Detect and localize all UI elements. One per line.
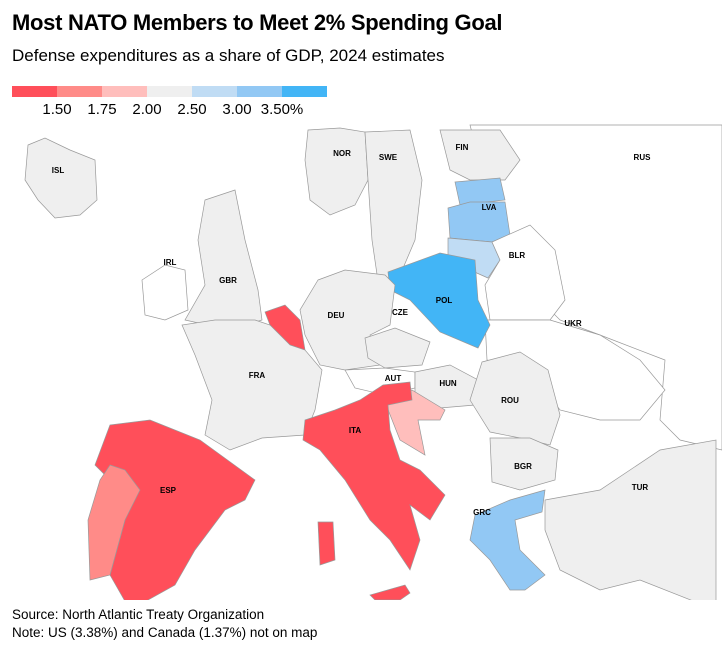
country-lva [447,201,511,243]
legend-swatch [57,86,102,97]
country-est [454,177,506,206]
country-cze [364,327,431,369]
country-irl [141,264,189,321]
country-label: DEU [328,311,345,320]
europe-map: ISL NOR SWE FIN LVA RUS BLR UKR IRL GBR POL DEU FRA C… [24,124,722,600]
country-fin [439,129,521,181]
country-bgr [489,437,559,491]
country-nor [304,127,369,216]
country-label: BLR [509,251,526,260]
country-label: ESP [160,486,177,495]
country-label: IRL [164,258,177,267]
country-label: UKR [564,319,582,328]
country-label: AUT [385,374,402,383]
country-prt [87,464,141,581]
legend-swatch [147,86,192,97]
country-label: RUS [634,153,652,162]
country-ita [369,584,411,600]
legend-tick: 3.50% [260,101,304,118]
country-label: SWE [379,153,398,162]
legend-tick: 1.50 [42,101,72,118]
country-gbr [184,189,263,331]
country-label: POL [436,296,453,305]
country-label: ISL [52,166,65,175]
legend-ticks: 1.50 1.75 2.00 2.50 3.00 3.50% [12,101,332,121]
country-ita [317,521,336,566]
country-label: GBR [219,276,237,285]
country-label: GRC [473,508,491,517]
country-pol [387,252,491,349]
country-label: FRA [249,371,266,380]
legend-swatch [237,86,282,97]
legend-swatch [12,86,57,97]
country-label: NOR [333,149,351,158]
legend-color-bar [12,86,332,97]
country-isl [24,137,98,219]
country-hrv [384,389,446,456]
chart-subtitle: Defense expenditures as a share of GDP, … [12,46,445,65]
legend-swatch [192,86,237,97]
country-tur [544,439,717,600]
legend-tick: 2.00 [132,101,162,118]
country-label: ROU [501,396,519,405]
country-label: TUR [632,483,649,492]
country-label: FIN [456,143,469,152]
footer: Source: North Atlantic Treaty Organizati… [12,606,317,642]
legend-swatch [102,86,147,97]
country-fra [181,319,323,451]
source-text: Source: North Atlantic Treaty Organizati… [12,607,265,622]
country-label: ITA [349,426,362,435]
note-text: Note: US (3.38%) and Canada (1.37%) not … [12,625,318,640]
country-ita [302,381,446,571]
color-legend: 1.50 1.75 2.00 2.50 3.00 3.50% [12,86,332,121]
country-label: CZE [392,308,409,317]
legend-tick: 1.75 [87,101,117,118]
legend-tick: 2.50 [177,101,207,118]
legend-tick: 3.00 [222,101,252,118]
country-label: BGR [514,462,532,471]
legend-swatch [282,86,327,97]
country-rou [469,351,561,446]
country-label: LVA [482,203,497,212]
country-grc [469,489,546,591]
chart-title: Most NATO Members to Meet 2% Spending Go… [12,10,503,35]
country-label: HUN [439,379,457,388]
